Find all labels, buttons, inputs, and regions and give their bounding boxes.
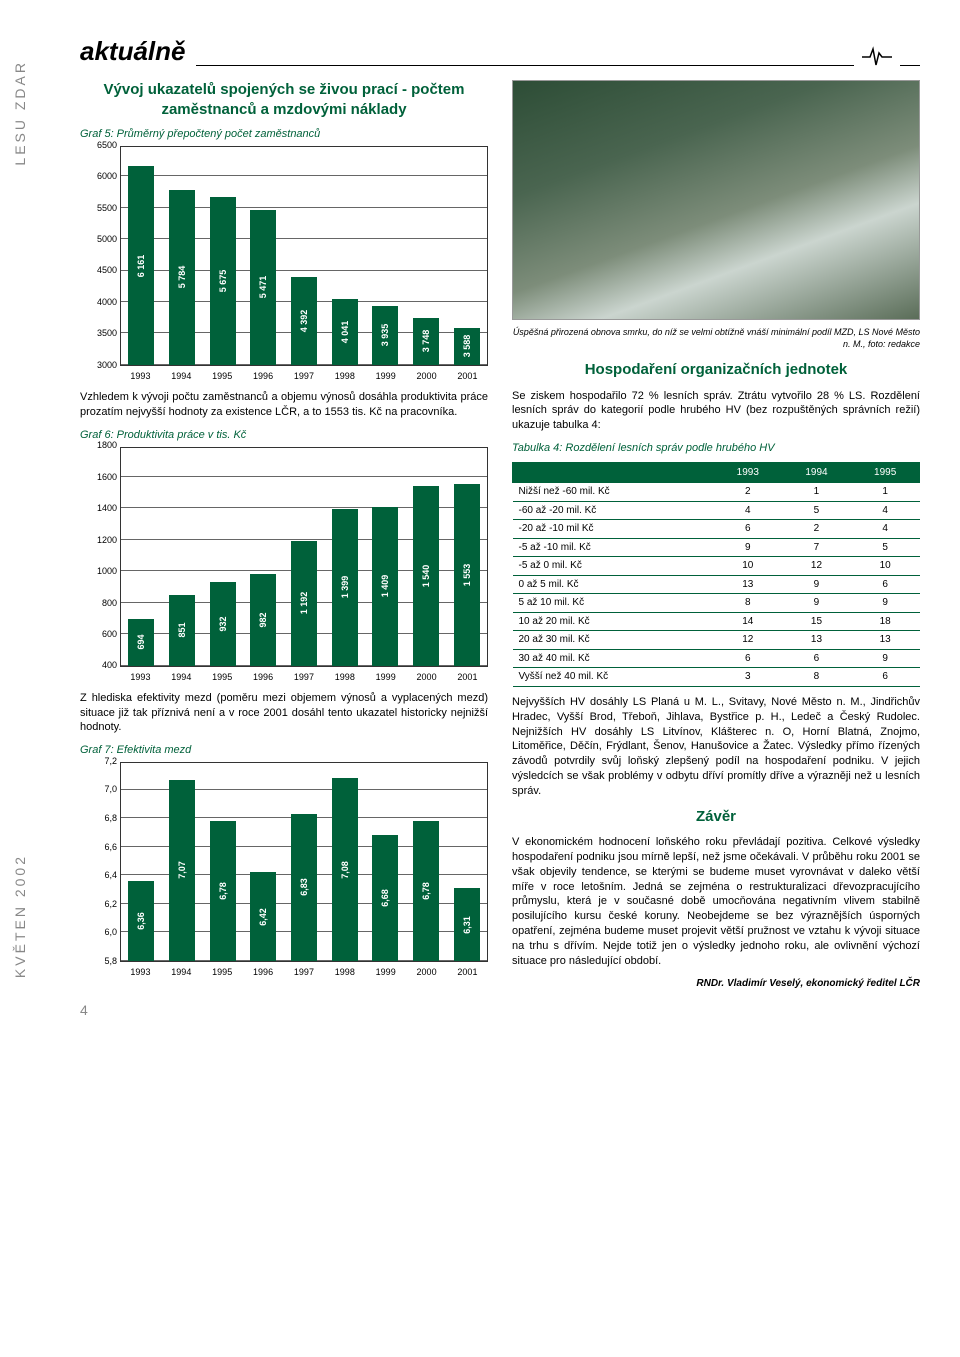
bar: 6,42 xyxy=(250,872,276,961)
bar: 851 xyxy=(169,595,195,666)
left-column: Vývoj ukazatelů spojených se živou prací… xyxy=(80,80,488,990)
bar: 6 161 xyxy=(128,166,154,365)
table-header xyxy=(513,462,714,483)
bar: 3 748 xyxy=(413,318,439,365)
page-number: 4 xyxy=(80,1002,920,1018)
table4: 199319941995Nižší než -60 mil. Kč211-60 … xyxy=(512,462,920,687)
paragraph-3: Se ziskem hospodařilo 72 % lesních správ… xyxy=(512,389,920,434)
table-row: Nižší než -60 mil. Kč211 xyxy=(513,483,920,502)
bar: 3 588 xyxy=(454,328,480,365)
table-row: -5 až -10 mil. Kč975 xyxy=(513,538,920,557)
table-row: 5 až 10 mil. Kč899 xyxy=(513,594,920,613)
main-title: Vývoj ukazatelů spojených se živou prací… xyxy=(80,80,488,119)
bar: 5 784 xyxy=(169,190,195,365)
header-title: aktuálně xyxy=(80,36,196,67)
bar: 6,36 xyxy=(128,881,154,961)
section-heading-2: Závěr xyxy=(512,807,920,827)
chart7-xaxis: 199319941995199619971998199920002001 xyxy=(120,966,488,978)
table4-caption: Tabulka 4: Rozdělení lesních správ podle… xyxy=(512,441,920,456)
paragraph-5: V ekonomickém hodnocení loňského roku př… xyxy=(512,835,920,969)
paragraph-2: Z hlediska efektivity mezd (poměru mezi … xyxy=(80,691,488,736)
bar: 982 xyxy=(250,574,276,665)
header-mark xyxy=(854,45,900,75)
bar: 6,78 xyxy=(413,821,439,961)
bar: 1 540 xyxy=(413,486,439,665)
chart5: 300035004000450050005500600065006 1615 7… xyxy=(120,146,488,366)
bar: 932 xyxy=(210,582,236,666)
chart5-subtitle: Graf 5: Průměrný přepočtený počet zaměst… xyxy=(80,127,488,142)
table-header: 1995 xyxy=(851,462,920,483)
chart7: 5,86,06,26,46,66,87,07,26,367,076,786,42… xyxy=(120,762,488,962)
table-header: 1994 xyxy=(782,462,851,483)
chart6: 4006008001000120014001600180069485193298… xyxy=(120,447,488,667)
chart5-xaxis: 199319941995199619971998199920002001 xyxy=(120,370,488,382)
bar: 4 041 xyxy=(332,299,358,364)
bar: 5 675 xyxy=(210,197,236,365)
table-row: 30 až 40 mil. Kč669 xyxy=(513,649,920,668)
header-band: aktuálně xyxy=(80,30,920,66)
chart6-subtitle: Graf 6: Produktivita práce v tis. Kč xyxy=(80,428,488,443)
bar: 4 392 xyxy=(291,277,317,364)
bar: 1 409 xyxy=(372,507,398,666)
bar: 1 399 xyxy=(332,509,358,666)
bar: 1 192 xyxy=(291,541,317,665)
bar: 6,31 xyxy=(454,888,480,961)
bar: 6,83 xyxy=(291,814,317,961)
paragraph-4: Nejvyšších HV dosáhly LS Planá u M. L., … xyxy=(512,695,920,799)
bar: 1 553 xyxy=(454,484,480,665)
paragraph-1: Vzhledem k vývoji počtu zaměstnanců a ob… xyxy=(80,390,488,420)
chart6-xaxis: 199319941995199619971998199920002001 xyxy=(120,671,488,683)
table-row: -60 až -20 mil. Kč454 xyxy=(513,501,920,520)
sidebar-label-top: LESU ZDAR xyxy=(12,60,28,166)
bar: 7,07 xyxy=(169,780,195,961)
bar: 5 471 xyxy=(250,210,276,365)
bar: 7,08 xyxy=(332,778,358,961)
forest-photo xyxy=(512,80,920,320)
table-row: 20 až 30 mil. Kč121313 xyxy=(513,631,920,650)
sidebar-label-bottom: KVĚTEN 2002 xyxy=(12,854,28,978)
table-row: 0 až 5 mil. Kč1396 xyxy=(513,575,920,594)
right-column: Úspěšná přirozená obnova smrku, do níž s… xyxy=(512,80,920,990)
signature: RNDr. Vladimír Veselý, ekonomický ředite… xyxy=(512,977,920,991)
bar: 694 xyxy=(128,619,154,665)
bar: 6,68 xyxy=(372,835,398,961)
bar: 3 935 xyxy=(372,306,398,365)
table-row: Vyšší než 40 mil. Kč386 xyxy=(513,668,920,687)
table-row: 10 až 20 mil. Kč141518 xyxy=(513,612,920,631)
table-row: -5 až 0 mil. Kč101210 xyxy=(513,557,920,576)
chart7-subtitle: Graf 7: Efektivita mezd xyxy=(80,743,488,758)
table-row: -20 až -10 mil Kč624 xyxy=(513,520,920,539)
section-heading-1: Hospodaření organizačních jednotek xyxy=(512,360,920,380)
table-header: 1993 xyxy=(713,462,782,483)
image-caption: Úspěšná přirozená obnova smrku, do níž s… xyxy=(512,326,920,350)
bar: 6,78 xyxy=(210,821,236,961)
